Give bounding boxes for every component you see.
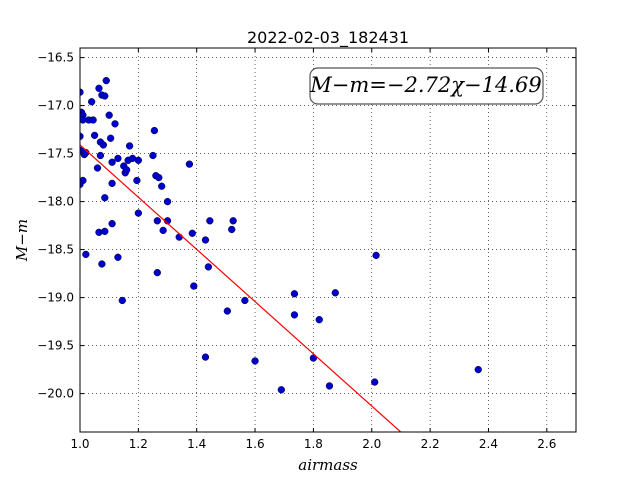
- y-tick-label: −20.0: [37, 387, 74, 401]
- data-point: [125, 142, 134, 150]
- x-axis-label: airmass: [298, 456, 358, 474]
- data-point: [325, 382, 334, 390]
- plot-area: [80, 48, 576, 432]
- data-point: [95, 84, 103, 92]
- data-point: [309, 354, 318, 362]
- data-point: [108, 158, 116, 166]
- data-point: [153, 217, 161, 225]
- data-point: [158, 182, 166, 190]
- data-point: [108, 179, 116, 188]
- data-point: [229, 217, 237, 225]
- data-point: [277, 386, 285, 394]
- y-tick-label: −17.0: [37, 99, 74, 113]
- data-point: [331, 289, 339, 297]
- y-tick-label: −18.5: [37, 243, 74, 257]
- data-point: [372, 251, 380, 260]
- data-point: [118, 296, 126, 305]
- data-point: [188, 229, 196, 237]
- data-point: [175, 233, 183, 241]
- data-point: [105, 111, 113, 119]
- x-tick-label: 1.2: [129, 437, 148, 451]
- data-point: [114, 154, 122, 163]
- y-axis-label: M−m: [13, 219, 31, 262]
- data-point: [88, 98, 96, 106]
- data-point: [80, 88, 84, 96]
- data-point: [80, 180, 84, 188]
- data-point: [155, 173, 163, 182]
- data-point: [228, 225, 236, 234]
- data-point: [241, 296, 249, 305]
- y-tick-label: −17.5: [37, 147, 74, 161]
- y-axis-ticks: −16.5 −17.0 −17.5 −18.0 −18.5 −19.0 −19.5 −20.0: [37, 51, 576, 401]
- x-axis-ticks: 1.0 1.2 1.4 1.6 1.8 2.0 2.2 2.4 2.6: [70, 48, 556, 451]
- x-tick-label: 1.6: [246, 437, 265, 451]
- data-point: [223, 307, 231, 315]
- data-point: [159, 226, 167, 235]
- data-point: [204, 263, 213, 271]
- data-point: [123, 166, 131, 174]
- data-point: [90, 131, 99, 140]
- plot-frame: [79, 47, 577, 433]
- y-tick-label: −16.5: [37, 51, 74, 65]
- data-point: [206, 217, 214, 225]
- data-point: [290, 311, 299, 319]
- data-point: [80, 132, 84, 140]
- data-point: [190, 282, 198, 290]
- data-point: [114, 253, 122, 261]
- data-points: [80, 76, 482, 394]
- data-point: [108, 220, 116, 228]
- data-point: [99, 141, 107, 149]
- data-point: [150, 126, 159, 135]
- data-point: [134, 156, 143, 164]
- data-point: [82, 250, 90, 259]
- data-point: [101, 194, 109, 202]
- data-point: [98, 260, 106, 268]
- data-point: [474, 365, 482, 374]
- data-point: [89, 116, 97, 124]
- x-tick-label: 2.4: [479, 437, 498, 451]
- x-tick-label: 2.0: [362, 437, 381, 451]
- data-point: [251, 357, 259, 365]
- x-tick-label: 1.4: [187, 437, 206, 451]
- data-point: [106, 134, 115, 142]
- y-tick-label: −19.5: [37, 339, 74, 353]
- fit-line: [80, 144, 402, 432]
- data-point: [102, 76, 110, 85]
- data-point: [101, 92, 109, 100]
- data-point: [96, 151, 105, 160]
- data-point: [134, 209, 143, 217]
- grid-lines: [80, 48, 576, 432]
- fit-equation: M−m=−2.72χ−14.69: [309, 73, 541, 97]
- y-tick-label: −19.0: [37, 291, 74, 305]
- data-point: [185, 160, 194, 168]
- data-point: [93, 164, 102, 172]
- data-point: [201, 353, 210, 361]
- data-point: [201, 236, 210, 244]
- data-point: [133, 176, 141, 185]
- y-tick-label: −18.0: [37, 195, 74, 209]
- data-point: [315, 316, 323, 324]
- data-point: [371, 378, 379, 386]
- x-tick-label: 1.0: [70, 437, 89, 451]
- data-point: [149, 151, 157, 160]
- annotation-box: M−m=−2.72χ−14.69: [309, 67, 544, 105]
- x-tick-label: 2.6: [537, 437, 556, 451]
- data-point: [101, 227, 109, 236]
- data-point: [290, 290, 299, 298]
- chart-title: 2022-02-03_182431: [247, 28, 409, 48]
- x-tick-label: 1.8: [304, 437, 323, 451]
- x-tick-label: 2.2: [421, 437, 440, 451]
- data-point: [163, 197, 172, 206]
- data-point: [111, 120, 119, 128]
- data-point: [153, 268, 161, 277]
